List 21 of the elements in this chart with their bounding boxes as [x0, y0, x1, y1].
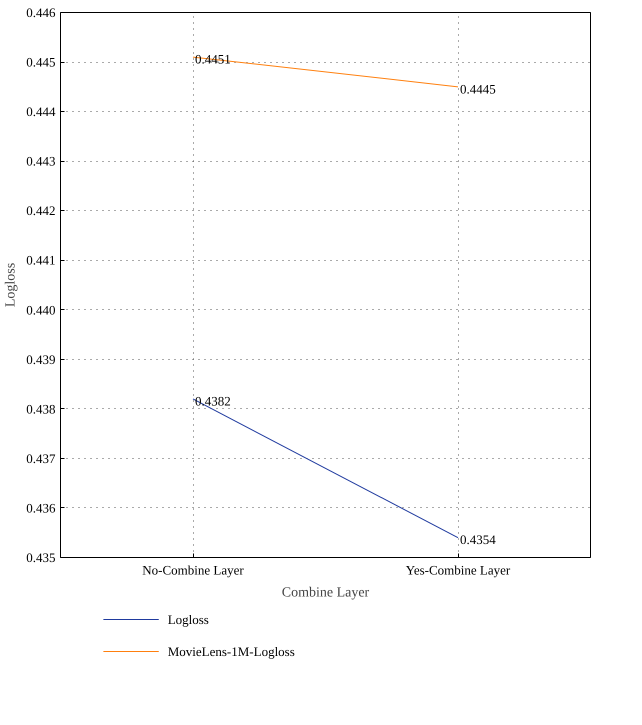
y-tick-label: 0.442	[26, 203, 56, 218]
y-tick-label: 0.435	[26, 550, 56, 565]
y-tick-label: 0.440	[26, 302, 56, 318]
data-label: 0.4382	[195, 393, 231, 408]
legend-label: Logloss	[168, 612, 209, 627]
y-tick-label: 0.439	[26, 352, 56, 367]
x-tick-label: No-Combine Layer	[142, 562, 244, 578]
y-tick-label: 0.445	[26, 54, 56, 70]
y-tick-label: 0.436	[26, 500, 56, 516]
y-tick-label: 0.437	[26, 450, 56, 466]
y-axis-title: Logloss	[3, 262, 18, 308]
data-label: 0.4354	[460, 532, 496, 548]
legend-label: MovieLens-1M-Logloss	[168, 644, 295, 659]
y-tick-label: 0.438	[26, 401, 56, 416]
y-tick-label: 0.446	[26, 5, 56, 20]
data-label: 0.4445	[460, 81, 496, 96]
y-tick-label: 0.441	[26, 252, 56, 268]
y-tick-label: 0.443	[26, 154, 56, 169]
x-tick-label: Yes-Combine Layer	[406, 562, 511, 578]
y-tick-label: 0.444	[26, 104, 56, 120]
x-axis-title: Combine Layer	[282, 586, 370, 600]
